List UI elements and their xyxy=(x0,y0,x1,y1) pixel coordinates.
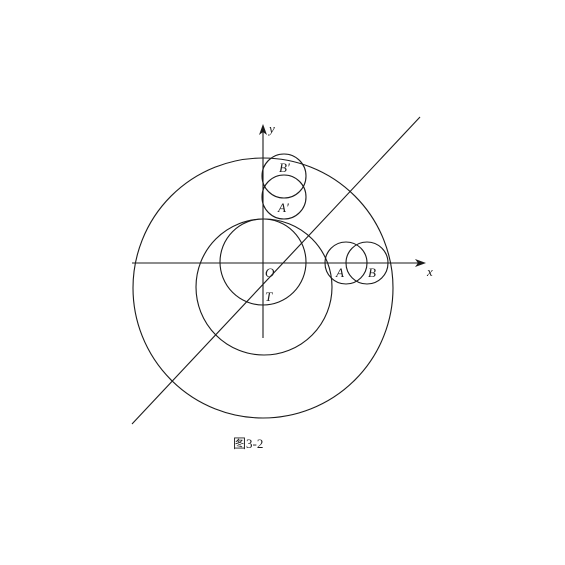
y-axis-arrow xyxy=(259,124,267,135)
point-label-t: T xyxy=(265,289,273,304)
figure-caption: 图3-2 xyxy=(233,436,263,451)
diagonal-line xyxy=(131,116,421,425)
x-axis-label: x xyxy=(426,264,433,279)
circle-a-prime xyxy=(261,174,307,220)
point-label-a-prime: A′ xyxy=(277,200,289,215)
point-label-origin: O xyxy=(265,265,275,280)
point-label-b-prime: B′ xyxy=(279,160,290,175)
point-label-b: B xyxy=(368,265,376,280)
circle-b-prime xyxy=(261,153,307,199)
point-label-a: A xyxy=(335,265,344,280)
x-axis-arrow xyxy=(415,259,426,267)
y-axis-label: y xyxy=(267,121,275,136)
